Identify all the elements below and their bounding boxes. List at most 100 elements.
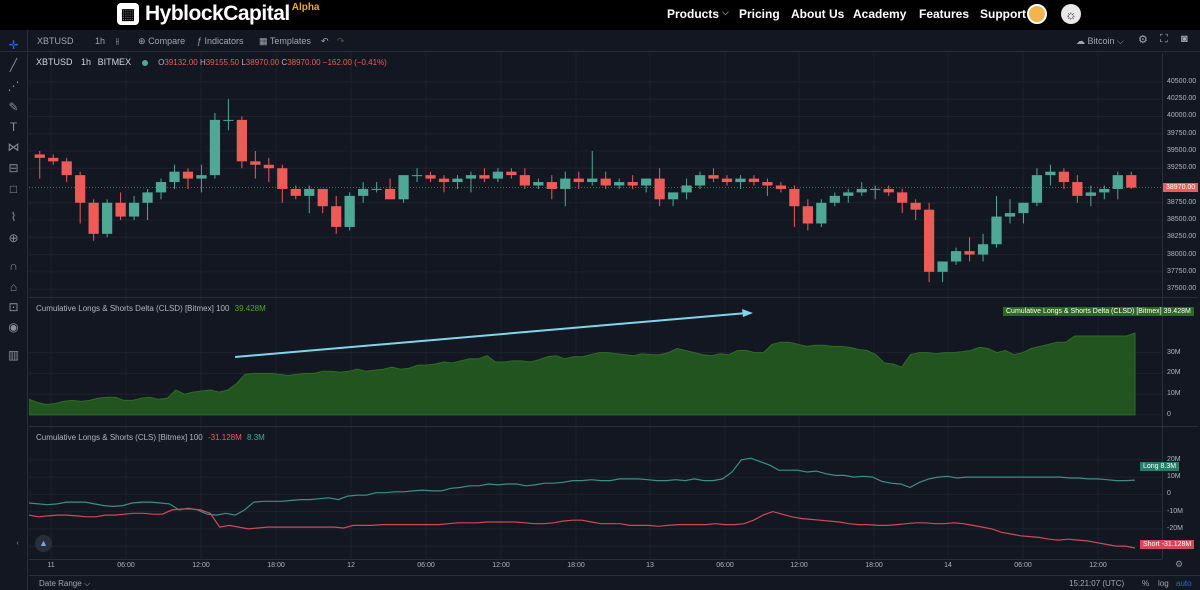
templates-button[interactable]: ▦ Templates xyxy=(259,36,311,47)
nav-features[interactable]: Features xyxy=(919,7,969,21)
top-nav: ▦ HyblockCapital Alpha Products ⌵ Pricing… xyxy=(0,0,1200,30)
candle-body xyxy=(614,182,625,186)
shape-icon[interactable]: □ xyxy=(9,182,18,196)
percent-toggle[interactable]: % xyxy=(1142,579,1150,588)
fullscreen-icon[interactable]: ⛶ xyxy=(1160,33,1168,45)
undo-icon[interactable]: ↶ xyxy=(321,36,329,46)
redo-icon[interactable]: ↷ xyxy=(337,36,345,46)
low-value: 38970.00 xyxy=(245,58,280,67)
cls-tick-label: 20M xyxy=(1167,455,1181,463)
trash-icon[interactable]: ▥ xyxy=(7,348,20,362)
chart-plot-area[interactable]: XBTUSD 1h BITMEX O39132.00 H39155.50 L38… xyxy=(29,53,1162,558)
candle-body xyxy=(48,157,59,162)
candle-body xyxy=(681,185,692,193)
nav-academy[interactable]: Academy xyxy=(853,7,906,21)
nav-about-label: About Us xyxy=(791,7,845,21)
exchange-select[interactable]: ☁ Bitcoin ⌵ xyxy=(1076,36,1124,47)
candle-body xyxy=(937,261,948,272)
chevron-down-icon: ⌵ xyxy=(722,7,729,17)
prediction-icon[interactable]: ⊟ xyxy=(8,161,19,175)
clsd-area xyxy=(29,332,1136,416)
candle-body xyxy=(331,206,342,227)
magnet-icon[interactable]: ∩ xyxy=(9,259,18,273)
auto-toggle[interactable]: auto xyxy=(1176,579,1192,588)
interval-button[interactable]: 1h xyxy=(95,36,106,46)
candle-body xyxy=(654,178,665,200)
crosshair-icon[interactable]: ✛ xyxy=(8,38,19,52)
candle-body xyxy=(1126,175,1137,188)
legend-interval: 1h xyxy=(81,57,92,67)
candle-body xyxy=(775,185,787,189)
candle-body xyxy=(829,195,840,203)
collapse-icon[interactable]: ‹ xyxy=(16,540,19,547)
candle-body xyxy=(209,119,221,176)
theme-toggle-icon[interactable]: ☼ xyxy=(1061,4,1081,24)
candle-body xyxy=(371,188,382,190)
fib-icon[interactable]: ⋰ xyxy=(7,79,20,93)
bottom-bar: Date Range ⌵ 15:21:07 (UTC) % log auto xyxy=(29,575,1200,590)
draw-mode-icon[interactable]: ⌂ xyxy=(9,280,18,294)
time-tick-label: 12:00 xyxy=(492,562,510,569)
short-tag-value: -31.128M xyxy=(1161,541,1192,548)
candle-body xyxy=(1018,202,1029,214)
pane-separator[interactable] xyxy=(29,297,1198,298)
logo-badge: Alpha xyxy=(291,1,320,13)
compare-button[interactable]: ⊕ Compare xyxy=(138,36,185,47)
candle-type-icon[interactable]: ⫲ xyxy=(116,36,119,46)
time-tick-label: 12:00 xyxy=(790,562,808,569)
drawing-toolbar: ✛ ╱ ⋰ ✎ T ⋈ ⊟ □ ⌇ ⊕ ∩ ⌂ ⊡ ◉ ▥ ‹ xyxy=(0,30,28,590)
candle-body xyxy=(977,244,989,255)
nav-features-label: Features xyxy=(919,7,970,21)
camera-icon[interactable]: ◙ xyxy=(1181,33,1188,45)
nav-products[interactable]: Products ⌵ xyxy=(667,7,729,21)
candle-body xyxy=(169,171,180,183)
pattern-icon[interactable]: ⋈ xyxy=(7,140,20,154)
candle-body xyxy=(735,178,746,183)
compare-label: Compare xyxy=(148,36,186,46)
candle-body xyxy=(1058,171,1070,183)
tradingview-logo-icon[interactable]: ▲ xyxy=(35,535,52,552)
log-toggle[interactable]: log xyxy=(1158,579,1169,588)
candle-body xyxy=(533,182,544,186)
candle-body xyxy=(924,209,935,272)
trendline-icon[interactable]: ╱ xyxy=(9,58,18,72)
nav-support-label: Support xyxy=(980,7,1026,21)
time-tick-label: 06:00 xyxy=(716,562,734,569)
time-tick-label: 18:00 xyxy=(865,562,883,569)
settings-icon[interactable]: ⚙ xyxy=(1138,34,1148,46)
symbol-search[interactable]: XBTUSD xyxy=(37,36,74,46)
brand-logo[interactable]: ▦ HyblockCapital Alpha xyxy=(117,2,320,26)
price-tick-label: 37750.00 xyxy=(1167,267,1197,275)
logo-text: HyblockCapital xyxy=(145,2,290,25)
date-range-button[interactable]: Date Range ⌵ xyxy=(39,579,90,589)
long-series-tag: Long 8.3M xyxy=(1140,462,1180,471)
nav-pricing[interactable]: Pricing xyxy=(739,7,780,21)
lock-icon[interactable]: ⊡ xyxy=(8,300,19,314)
axis-settings-icon[interactable]: ⚙ xyxy=(1175,559,1184,569)
text-icon[interactable]: T xyxy=(9,120,18,134)
user-avatar[interactable] xyxy=(1027,4,1047,24)
candle-body xyxy=(128,202,140,217)
nav-about[interactable]: About Us xyxy=(791,7,844,21)
zoom-icon[interactable]: ⊕ xyxy=(8,231,19,245)
candle-body xyxy=(600,178,611,186)
brush-icon[interactable]: ✎ xyxy=(8,100,19,114)
candle-body xyxy=(1045,171,1056,176)
price-tick-label: 37500.00 xyxy=(1167,285,1197,293)
candle-body xyxy=(277,168,288,189)
candle-body xyxy=(573,178,584,183)
time-axis[interactable]: 11 06:00 12:00 18:00 12 06:00 12:00 18:00 13 06:0… xyxy=(29,559,1162,574)
candle-body xyxy=(587,178,598,183)
nav-support[interactable]: Support xyxy=(980,7,1026,21)
candle-body xyxy=(425,175,436,179)
eye-icon[interactable]: ◉ xyxy=(8,320,19,334)
candle-body xyxy=(398,175,409,200)
indicators-button[interactable]: ƒ Indicators xyxy=(197,36,244,46)
cls-legend: Cumulative Longs & Shorts (CLS) [Bitmex]… xyxy=(36,433,265,442)
ruler-icon[interactable]: ⌇ xyxy=(10,210,17,224)
candle-body xyxy=(910,202,921,210)
pane-separator[interactable] xyxy=(29,426,1198,427)
long-tag-value: 8.3M xyxy=(1160,463,1177,470)
price-axis[interactable]: 40500.00 40250.00 40000.00 39750.00 39500.00… xyxy=(1162,53,1200,559)
candle-body xyxy=(290,188,301,196)
